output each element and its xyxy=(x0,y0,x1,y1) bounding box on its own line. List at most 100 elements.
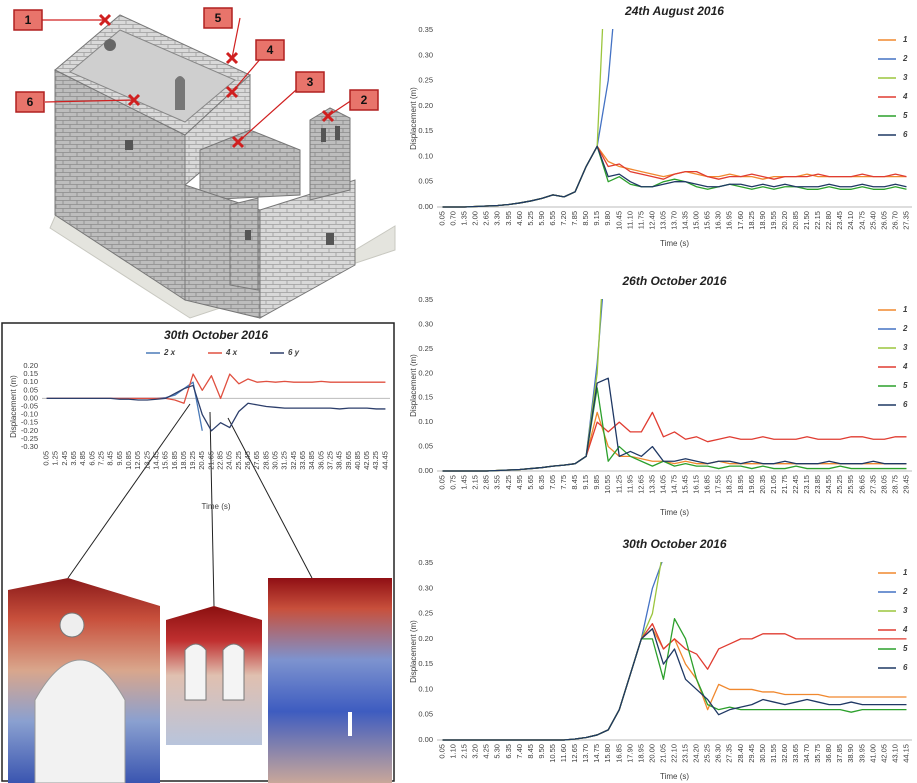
x-tick-label: 39.65 xyxy=(344,451,353,470)
contour-wall xyxy=(268,578,392,783)
series-line xyxy=(442,377,907,472)
legend-label: 2 xyxy=(902,54,908,63)
x-tick-label: 35.75 xyxy=(813,744,822,763)
x-axis-title: Time (s) xyxy=(660,508,689,517)
series-line xyxy=(442,562,663,741)
x-tick-label: 30.50 xyxy=(758,744,767,763)
marker-label: 1 xyxy=(25,13,32,27)
x-tick-label: 28.85 xyxy=(261,451,270,470)
window xyxy=(326,233,334,245)
x-tick-label: 25.40 xyxy=(868,211,877,230)
marker-box xyxy=(349,89,379,111)
x-tick-label: 22.10 xyxy=(669,744,678,763)
legend-label: 6 xyxy=(903,663,908,672)
x-tick-label: 16.85 xyxy=(703,475,712,494)
x-tick-label: 36.80 xyxy=(824,744,833,763)
x-tick-label: 6.05 xyxy=(87,451,96,466)
x-tick-label: 14.35 xyxy=(681,211,690,230)
x-tick-label: 42.05 xyxy=(879,744,888,763)
x-tick-label: 11.95 xyxy=(625,475,634,493)
x-tick-label: 25.25 xyxy=(835,475,844,494)
x-tick-label: 18.95 xyxy=(736,475,745,494)
x-tick-label: 40.85 xyxy=(353,451,362,470)
x-tick-label: 31.25 xyxy=(280,451,289,470)
y-tick-label: 0.00 xyxy=(418,202,433,211)
x-tick-label: 2.00 xyxy=(471,211,480,226)
x-tick-label: 8.50 xyxy=(581,211,590,226)
x-tick-label: 10.45 xyxy=(614,211,623,230)
marker-box xyxy=(255,39,285,61)
x-tick-label: 7.85 xyxy=(570,211,579,226)
x-tick-label: 25.25 xyxy=(703,744,712,763)
x-tick-label: 24.75 xyxy=(857,211,866,230)
x-tick-label: 34.70 xyxy=(802,744,811,763)
connector-lines xyxy=(67,403,313,607)
x-tick-label: 14.45 xyxy=(151,451,160,470)
y-tick-label: 0.35 xyxy=(418,295,433,304)
x-tick-label: 37.85 xyxy=(835,744,844,763)
x-tick-label: 13.70 xyxy=(669,211,678,230)
window xyxy=(245,230,251,240)
x-tick-label: 2.65 xyxy=(482,211,491,226)
x-tick-label: 7.40 xyxy=(515,744,524,759)
legend-label: 4 x xyxy=(225,348,238,357)
x-tick-label: 11.75 xyxy=(636,211,645,229)
x-tick-label: 15.65 xyxy=(703,211,712,230)
x-tick-label: 44.15 xyxy=(901,744,910,763)
x-tick-label: 10.55 xyxy=(548,744,557,763)
x-tick-label: 26.45 xyxy=(243,451,252,470)
x-tick-label: 9.65 xyxy=(115,451,124,466)
x-tick-label: 2.15 xyxy=(460,744,469,759)
y-tick-label: 0.00 xyxy=(418,466,433,475)
marker-label: 5 xyxy=(215,11,222,25)
x-tick-label: 23.15 xyxy=(802,475,811,494)
x-tick-label: 33.65 xyxy=(298,451,307,470)
x-tick-label: 15.65 xyxy=(161,451,170,470)
chart-title: 30th October 2016 xyxy=(164,328,268,342)
chart-title: 30th October 2016 xyxy=(622,537,726,551)
x-tick-label: 7.75 xyxy=(559,475,568,490)
x-tick-label: 29.45 xyxy=(747,744,756,763)
x-tick-label: 26.65 xyxy=(857,475,866,494)
x-tick-label: 15.80 xyxy=(603,744,612,763)
y-tick-label: 0.30 xyxy=(418,50,433,59)
y-tick-label: 0.10 xyxy=(418,151,433,160)
x-tick-label: 8.45 xyxy=(106,451,115,466)
series-line xyxy=(46,381,203,431)
y-tick-label: 0.25 xyxy=(418,76,433,85)
x-tick-label: 2.45 xyxy=(60,451,69,466)
series-line xyxy=(442,411,907,472)
x-tick-label: 28.40 xyxy=(736,744,745,763)
bell-openings xyxy=(184,643,245,701)
legend-label: 4 xyxy=(902,92,908,101)
legend-label: 5 xyxy=(903,381,908,390)
x-tick-label: 4.25 xyxy=(482,744,491,759)
marker-labels: 1 2 3 4 5 6 xyxy=(13,7,379,113)
x-tick-label: 44.45 xyxy=(380,451,389,470)
y-tick-label: 0.15 xyxy=(418,659,433,668)
x-tick-label: 36.05 xyxy=(316,451,325,470)
y-tick-label: 0.05 xyxy=(23,385,38,394)
x-tick-label: 4.85 xyxy=(78,451,87,466)
x-tick-label: 0.05 xyxy=(438,744,447,759)
marker-label: 4 xyxy=(267,43,274,57)
x-tick-label: 16.30 xyxy=(714,211,723,230)
x-tick-label: 9.15 xyxy=(592,211,601,226)
series-line xyxy=(442,145,907,208)
x-tick-label: 19.55 xyxy=(769,211,778,230)
x-tick-label: 19.25 xyxy=(188,451,197,470)
y-tick-label: 0.20 xyxy=(418,101,433,110)
x-tick-label: 2.85 xyxy=(482,475,491,490)
x-tick-label: 16.15 xyxy=(692,475,701,494)
x-tick-label: 12.40 xyxy=(647,211,656,230)
x-axis-title: Time (s) xyxy=(660,239,689,248)
x-tick-label: 9.15 xyxy=(581,475,590,490)
x-tick-label: 20.35 xyxy=(758,475,767,494)
x-tick-label: 13.25 xyxy=(142,451,151,470)
model-image: 1 2 3 4 5 6 xyxy=(13,7,396,319)
x-tick-label: 38.90 xyxy=(846,744,855,763)
legend-label: 3 xyxy=(903,606,908,615)
legend-label: 6 xyxy=(903,400,908,409)
x-tick-label: 27.35 xyxy=(901,211,910,230)
